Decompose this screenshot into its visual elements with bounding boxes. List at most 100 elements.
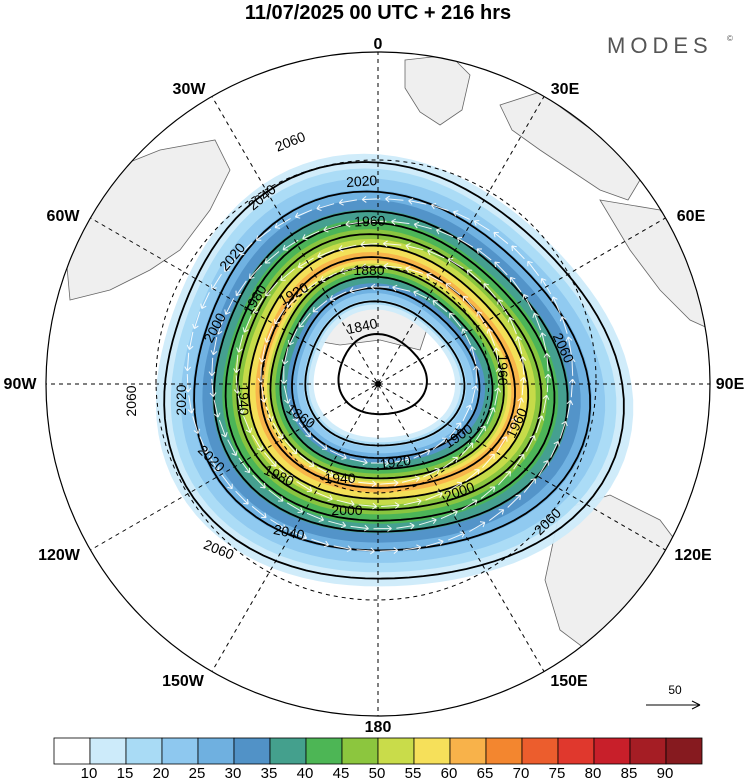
wind-arrow	[435, 228, 454, 238]
wind-arrow	[403, 544, 422, 552]
contour-label: 1960	[354, 212, 386, 229]
wind-arrow	[432, 300, 448, 313]
wind-arrow	[264, 251, 280, 264]
wind-arrow	[233, 354, 240, 374]
wind-arrow	[440, 509, 458, 520]
lon-label-120e: 120E	[674, 547, 712, 564]
wind-arrow	[413, 448, 431, 459]
colorbar-label: 15	[117, 765, 134, 782]
wind-arrow	[280, 366, 288, 385]
wind-arrow	[252, 474, 266, 489]
wind-arrow	[336, 476, 355, 484]
colorbar-swatch	[629, 737, 667, 765]
colorbar-label: 45	[333, 765, 350, 782]
contour-label: 1940	[324, 470, 355, 486]
colorbar-swatch	[521, 737, 559, 765]
colorbar-swatch	[413, 737, 451, 765]
wind-arrow	[283, 385, 291, 404]
wind-arrow	[565, 336, 573, 355]
contour-label: 2040	[272, 521, 306, 543]
colorbar-swatch	[557, 737, 595, 765]
contour-label: 2020	[346, 172, 378, 190]
wind-arrow	[317, 467, 334, 478]
wind-arrow	[396, 522, 415, 530]
wind-arrow	[294, 209, 312, 219]
wind-arrow	[243, 415, 253, 434]
wind-arrow	[336, 499, 355, 507]
wind-arrow	[540, 277, 552, 295]
modes-logo-mark: ©	[727, 34, 733, 43]
wind-arrow	[349, 458, 368, 466]
wind-arrow	[249, 264, 262, 279]
wind-arrow	[358, 502, 378, 510]
colorbar-label: 50	[369, 765, 386, 782]
colorbar-swatch	[593, 737, 631, 765]
wind-arrow	[312, 300, 328, 313]
wind-arrow	[474, 425, 486, 442]
lon-label-150e: 150E	[550, 673, 588, 690]
colorbar-label: 60	[441, 765, 458, 782]
wind-arrow	[235, 490, 249, 505]
vector-legend: 50	[646, 683, 701, 710]
wind-arrow	[385, 195, 404, 203]
wind-arrow	[338, 198, 357, 206]
wind-arrow	[452, 210, 470, 220]
wind-arrow	[252, 434, 263, 451]
lat-circle-inner	[262, 266, 490, 494]
wind-arrow	[523, 478, 536, 493]
wind-arrow	[298, 422, 311, 438]
colorbar-label: 85	[621, 765, 638, 782]
wind-arrow	[329, 449, 347, 460]
wind-arrow	[235, 280, 247, 297]
wind-arrow	[469, 521, 486, 532]
height-contour	[213, 210, 569, 533]
wind-arrow	[323, 224, 342, 233]
wind-arrow	[494, 387, 502, 406]
wind-arrow	[471, 385, 479, 404]
wind-arrow	[535, 415, 545, 433]
wind-arrow	[543, 352, 551, 372]
pole-marker	[375, 381, 381, 387]
colorbar-swatch	[89, 737, 127, 765]
wind-arrow	[445, 283, 461, 296]
height-contour	[163, 161, 625, 580]
wind-arrow	[208, 357, 216, 377]
vector-legend-label: 50	[668, 683, 682, 697]
wind-arrow	[483, 283, 496, 298]
wind-arrow	[184, 352, 192, 372]
wind-arrow	[371, 459, 390, 467]
wind-arrow	[566, 400, 574, 419]
modes-logo: MODES ©	[607, 33, 733, 58]
wind-arrow	[476, 248, 492, 261]
colorbar	[53, 737, 703, 765]
wind-arrow	[423, 467, 440, 478]
wind-arrow	[456, 237, 474, 248]
wind-arrow	[361, 196, 381, 203]
wind-arrow	[242, 315, 252, 333]
wind-arrow	[508, 417, 518, 435]
wind-arrow	[258, 344, 266, 363]
wind-arrow	[496, 436, 508, 453]
wind-arrow	[350, 524, 369, 532]
wind-arrow	[274, 218, 291, 229]
height-contour	[259, 256, 516, 489]
wind-arrow	[210, 337, 218, 356]
height-contour	[291, 287, 481, 459]
colorbar-label: 75	[549, 765, 566, 782]
wind-arrow	[215, 317, 225, 335]
wind-arrow	[507, 494, 522, 508]
wind-arrow	[358, 480, 377, 488]
wind-arrow	[280, 268, 295, 281]
wind-arrow	[298, 312, 311, 328]
colorbar-swatch	[125, 737, 163, 765]
height-contour	[337, 332, 428, 416]
wind-arrow	[461, 328, 472, 346]
wind-arrow	[495, 367, 503, 386]
lon-label-150w: 150W	[162, 673, 205, 690]
colorbar-label: 10	[81, 765, 98, 782]
height-contour	[304, 300, 466, 447]
wind-arrow	[383, 262, 402, 270]
wind-arrow	[312, 437, 328, 450]
wind-arrow	[465, 469, 480, 482]
